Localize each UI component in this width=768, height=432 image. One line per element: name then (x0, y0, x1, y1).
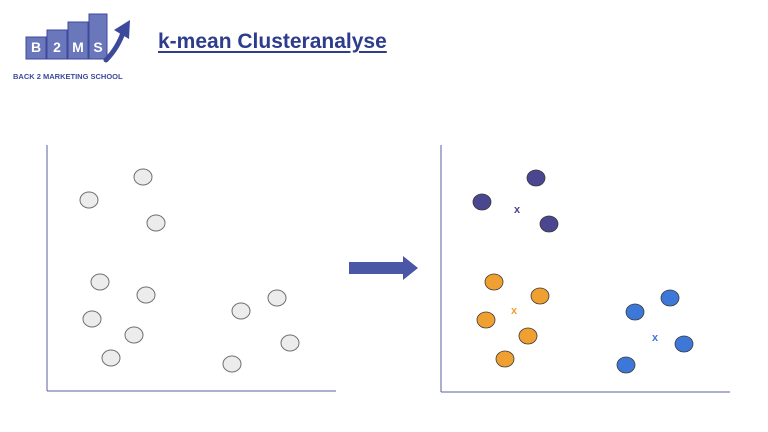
unclustered-point (101, 349, 121, 367)
logo-letter-m: M (72, 39, 84, 55)
cluster-1-point (472, 193, 492, 211)
cluster-2-point (495, 350, 515, 368)
cluster-3-centroid: x (652, 332, 659, 344)
arrow-head-icon (403, 256, 418, 280)
unclustered-point (267, 289, 287, 307)
cluster-3-point (616, 356, 636, 374)
cluster-2-point (476, 311, 496, 329)
right-panel: x x x (440, 145, 730, 393)
arrow-shaft (349, 262, 405, 274)
clustered-points (472, 169, 694, 374)
unclustered-point (280, 334, 300, 352)
unclustered-point (136, 286, 156, 304)
logo-tagline: BACK 2 MARKETING SCHOOL (13, 72, 123, 81)
cluster-1-centroid: x (514, 204, 521, 216)
logo-arrowhead-icon (114, 20, 130, 39)
unclustered-point (124, 326, 144, 344)
cluster-2-point (518, 327, 538, 345)
unclustered-point (82, 310, 102, 328)
logo-bar-4 (88, 13, 108, 60)
logo-letter-b: B (31, 39, 41, 55)
cluster-2-centroid: x (511, 305, 518, 317)
logo-bar-1 (25, 36, 47, 60)
unclustered-point (90, 273, 110, 291)
cluster-2-point (484, 273, 504, 291)
centroid-markers: x x x (511, 204, 659, 344)
cluster-3-point (625, 303, 645, 321)
cluster-1-point (539, 215, 559, 233)
unclustered-point (146, 214, 166, 232)
unclustered-point (231, 302, 251, 320)
unclustered-points (79, 168, 300, 373)
logo-letter-2: 2 (53, 39, 61, 55)
cluster-3-point (660, 289, 680, 307)
logo-bar-3 (67, 21, 89, 60)
unclustered-point (133, 168, 153, 186)
cluster-3-point (674, 335, 694, 353)
page-title: k-mean Clusteranalyse (158, 30, 387, 53)
left-panel (46, 145, 336, 392)
unclustered-point (79, 191, 99, 209)
b2ms-logo: B 2 M S BACK 2 MARKETING SCHOOL (13, 13, 130, 81)
cluster-1-point (526, 169, 546, 187)
logo-letter-s: S (93, 39, 102, 55)
cluster-2-point (530, 287, 550, 305)
logo-bar-2 (46, 29, 68, 60)
transition-arrow (349, 256, 418, 280)
unclustered-point (222, 355, 242, 373)
